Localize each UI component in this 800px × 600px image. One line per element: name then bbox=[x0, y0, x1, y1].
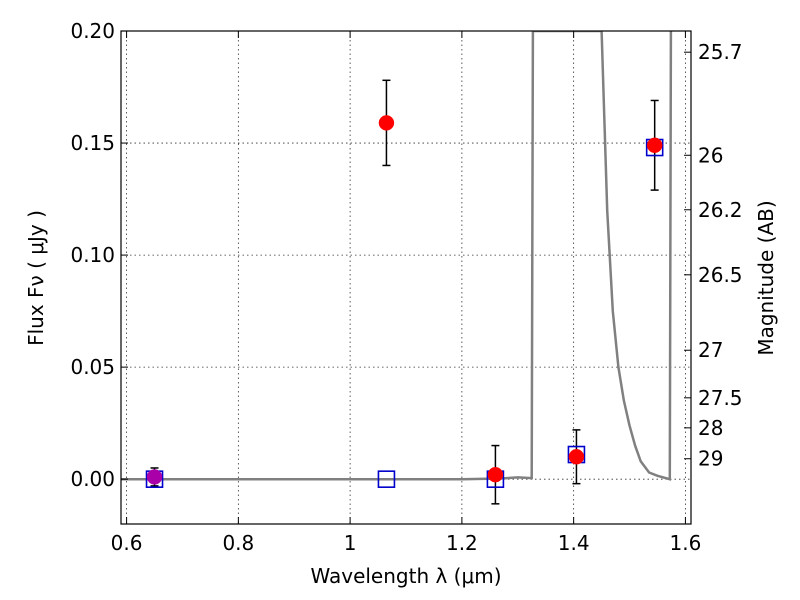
x-tick-label: 1 bbox=[344, 531, 357, 555]
observed-point bbox=[146, 469, 163, 485]
plot-background bbox=[121, 31, 691, 524]
x-axis-ticks: 0.6 0.8 1 1.2 1.4 1.6 bbox=[111, 31, 702, 555]
observed-point bbox=[646, 137, 663, 154]
magnitude-tick-label: 26.5 bbox=[698, 263, 743, 287]
y-axis-ticks: 0.00 0.05 0.10 0.15 0.20 bbox=[70, 19, 128, 491]
magnitude-tick-label: 29 bbox=[698, 447, 723, 471]
y-tick-label: 0.00 bbox=[70, 467, 115, 491]
x-tick-label: 0.6 bbox=[111, 531, 143, 555]
x-tick-label: 1.4 bbox=[558, 531, 590, 555]
y-tick-label: 0.15 bbox=[70, 131, 115, 155]
magnitude-tick-label: 27.5 bbox=[698, 386, 743, 410]
x-tick-label: 0.8 bbox=[222, 531, 254, 555]
magnitude-tick-label: 28 bbox=[698, 416, 723, 440]
x-tick-label: 1.2 bbox=[446, 531, 478, 555]
y-tick-label: 0.10 bbox=[70, 243, 115, 267]
magnitude-axis-label: Magnitude (AB) bbox=[754, 200, 778, 355]
data-points-layer bbox=[145, 79, 664, 505]
observed-point bbox=[378, 115, 395, 131]
observed-point bbox=[568, 449, 585, 465]
observed-point bbox=[487, 466, 504, 483]
magnitude-tick-label: 26 bbox=[698, 143, 723, 167]
model-point bbox=[377, 470, 396, 488]
x-axis-label: Wavelength λ (μm) bbox=[310, 564, 501, 588]
magnitude-tick-label: 26.2 bbox=[698, 198, 743, 222]
y-tick-label: 0.20 bbox=[70, 19, 115, 43]
magnitude-tick-label: 25.7 bbox=[698, 40, 743, 64]
plot-frame bbox=[120, 30, 692, 525]
y-tick-label: 0.05 bbox=[70, 355, 115, 379]
magnitude-axis-ticks: 25.7 26 26.2 26.5 27 27.5 28 29 bbox=[684, 40, 743, 471]
y-axis-label: Flux Fν ( μJy ) bbox=[24, 210, 48, 346]
magnitude-tick-label: 27 bbox=[698, 338, 723, 362]
x-tick-label: 1.6 bbox=[670, 531, 702, 555]
